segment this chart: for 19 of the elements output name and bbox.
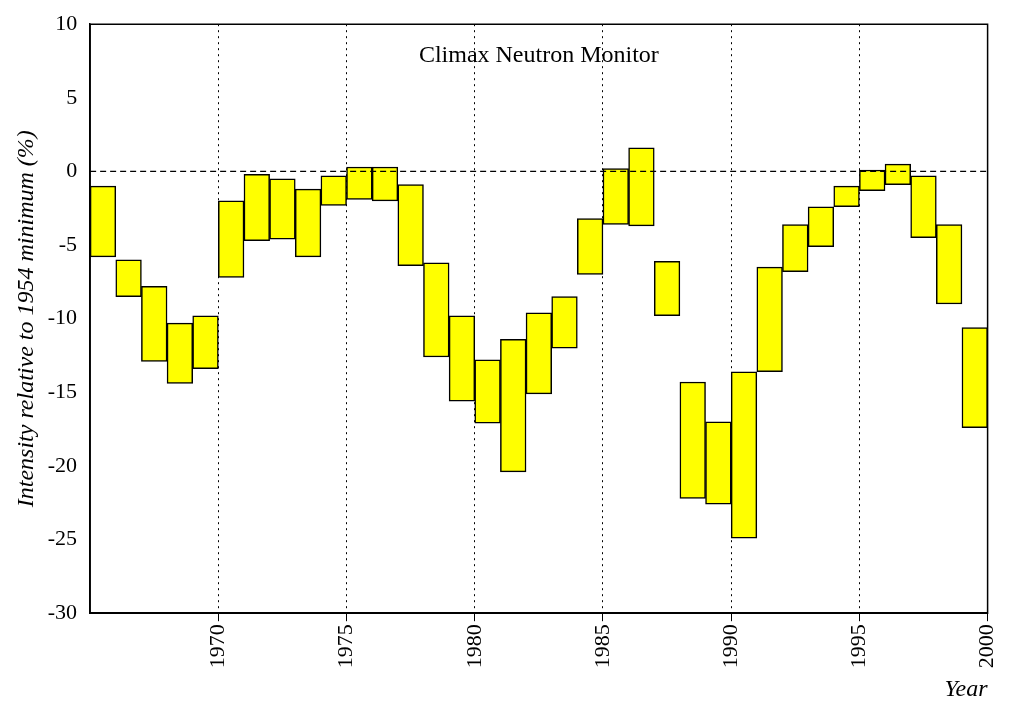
x-tick-label: 1975 bbox=[332, 624, 358, 669]
y-tick-label: -15 bbox=[47, 378, 78, 404]
x-tick-label: 1980 bbox=[460, 624, 486, 669]
x-tick-label: 1990 bbox=[716, 624, 742, 669]
y-tick-label: 10 bbox=[55, 9, 78, 35]
x-axis-title: Year bbox=[944, 674, 989, 701]
y-tick-label: -25 bbox=[47, 525, 78, 551]
y-tick-label: 5 bbox=[66, 83, 78, 109]
x-tick-label: 1985 bbox=[588, 624, 614, 669]
x-tick-label: 1970 bbox=[204, 624, 230, 669]
y-tick-label: -10 bbox=[47, 304, 78, 330]
y-axis-title: Intensity relative to 1954 minimum (%) bbox=[11, 130, 38, 509]
y-tick-label: -30 bbox=[47, 598, 78, 624]
text: Climax Neutron Monitor bbox=[418, 41, 659, 68]
x-tick-label: 1995 bbox=[845, 624, 871, 669]
y-tick-label: -5 bbox=[58, 230, 78, 256]
y-tick-label: 0 bbox=[66, 157, 78, 183]
y-tick-label: -20 bbox=[47, 451, 78, 477]
x-tick-label: 2000 bbox=[973, 624, 999, 669]
